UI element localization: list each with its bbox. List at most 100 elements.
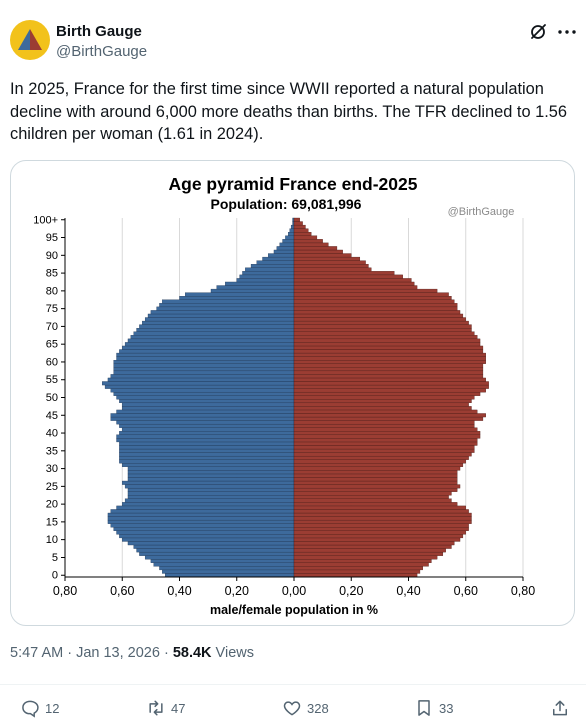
bar-female-age-77 (293, 299, 455, 304)
bar-male-age-20 (122, 502, 295, 507)
avatar[interactable] (10, 20, 50, 60)
bar-female-age-34 (293, 452, 472, 457)
tweet-text: In 2025, France for the first time since… (10, 80, 568, 143)
bar-male-age-37 (119, 441, 295, 446)
author-name[interactable]: Birth Gauge (56, 23, 142, 40)
bar-female-age-2 (293, 566, 423, 571)
timestamp[interactable]: 5:47 AM · Jan 13, 2026 · (10, 645, 173, 661)
bar-male-age-95 (285, 235, 295, 240)
grok-icon[interactable] (528, 22, 548, 42)
bar-female-age-98 (293, 224, 306, 229)
bar-female-age-70 (293, 324, 472, 329)
bar-female-age-17 (293, 512, 472, 517)
bar-female-age-36 (293, 445, 475, 450)
bar-male-age-96 (288, 232, 295, 236)
tweet-media-chart[interactable]: Age pyramid France end-2025 Population: … (10, 160, 575, 626)
bar-male-age-57 (113, 370, 295, 375)
bar-male-age-83 (236, 278, 295, 283)
bar-male-age-56 (110, 374, 295, 379)
bar-female-age-60 (293, 360, 486, 364)
bar-female-age-52 (293, 388, 486, 393)
bar-male-age-86 (245, 267, 295, 272)
bar-male-age-25 (124, 484, 295, 489)
y-tick-label: 55 (46, 374, 58, 386)
bar-male-age-29 (127, 470, 295, 475)
bar-female-age-99 (293, 221, 303, 226)
author-handle[interactable]: @BirthGauge (56, 43, 148, 60)
bar-male-age-61 (116, 356, 295, 361)
bar-male-age-0 (165, 573, 295, 578)
bar-male-age-76 (159, 303, 295, 308)
bar-female-age-89 (293, 256, 361, 261)
chart-subtitle: Population: 69,081,996 (211, 196, 362, 212)
bar-female-age-19 (293, 505, 466, 510)
bar-male-age-69 (136, 328, 295, 332)
bar-female-age-12 (293, 530, 466, 535)
bar-female-age-43 (293, 420, 475, 425)
bar-female-age-32 (293, 459, 466, 464)
bar-male-age-5 (144, 555, 295, 560)
y-tick-label: 25 (46, 481, 58, 493)
bar-male-age-52 (110, 388, 295, 393)
bar-female-age-23 (293, 491, 452, 496)
reply-count: 12 (45, 700, 60, 716)
bar-male-age-60 (113, 360, 295, 364)
bar-female-age-38 (293, 438, 478, 443)
bar-female-age-63 (293, 349, 484, 354)
bar-female-age-45 (293, 413, 486, 418)
bar-female-age-14 (293, 523, 469, 528)
more-options-icon[interactable] (556, 22, 578, 42)
bar-female-age-71 (293, 320, 469, 325)
repost-button[interactable]: 47 (146, 697, 185, 719)
bar-female-age-83 (293, 278, 412, 283)
x-tick-label: 0,60 (110, 584, 134, 598)
bar-female-age-57 (293, 370, 484, 375)
bar-female-age-82 (293, 281, 415, 286)
pyramid-logo-icon (18, 29, 42, 50)
y-tick-label: 65 (46, 339, 58, 351)
bar-female-age-48 (293, 402, 469, 407)
bar-female-age-72 (293, 317, 466, 322)
bar-male-age-85 (242, 271, 295, 276)
bookmark-button[interactable]: 33 (414, 697, 453, 719)
bar-male-age-26 (122, 480, 295, 485)
bar-male-age-87 (250, 264, 295, 268)
bar-female-age-1 (293, 569, 421, 574)
bar-female-age-81 (293, 285, 418, 290)
bar-female-age-96 (293, 232, 312, 236)
bar-male-age-24 (127, 487, 295, 492)
bar-female-age-33 (293, 455, 469, 460)
bar-female-age-44 (293, 416, 484, 421)
bar-male-age-33 (119, 455, 295, 460)
bar-male-age-27 (127, 477, 295, 482)
y-tick-label: 50 (46, 392, 58, 404)
like-count: 328 (307, 700, 329, 716)
bar-male-age-9 (127, 541, 295, 546)
y-tick-label: 85 (46, 268, 58, 280)
bar-female-age-95 (293, 235, 318, 240)
bar-female-age-54 (293, 381, 489, 386)
bar-female-age-18 (293, 509, 469, 514)
bar-male-age-100 (292, 217, 295, 222)
x-tick-label: 0,20 (339, 584, 363, 598)
y-tick-label: 0 (52, 570, 58, 582)
bar-male-age-70 (139, 324, 295, 329)
bar-female-age-69 (293, 328, 472, 332)
share-button[interactable] (550, 697, 575, 719)
bar-female-age-8 (293, 544, 452, 549)
bar-male-age-34 (119, 452, 295, 457)
bar-male-age-58 (113, 367, 295, 372)
bar-female-age-50 (293, 395, 475, 400)
like-button[interactable]: 328 (282, 697, 329, 719)
x-tick-label: 0,40 (396, 584, 420, 598)
bar-male-age-40 (119, 431, 295, 435)
bar-female-age-90 (293, 253, 352, 258)
x-tick-labels: 0,80 0,60 0,40 0,20 0,00 0,20 0,40 0,60 0,80 (53, 584, 535, 598)
repost-icon (149, 700, 163, 716)
bar-female-age-67 (293, 335, 478, 340)
bar-male-age-14 (110, 523, 295, 528)
reply-button[interactable]: 12 (20, 697, 59, 719)
action-bar: 12 47 328 33 (0, 684, 586, 726)
bar-male-age-10 (122, 537, 295, 542)
bar-female-age-31 (293, 463, 464, 467)
